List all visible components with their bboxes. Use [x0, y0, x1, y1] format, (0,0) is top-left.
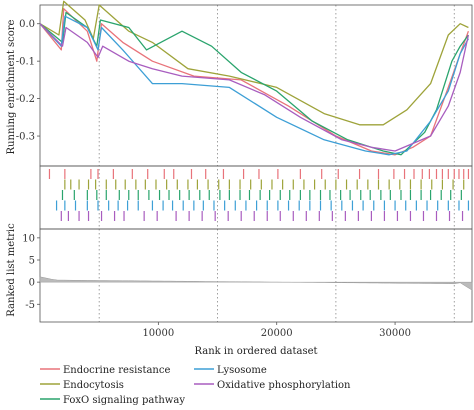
metric-panel-frame: [39, 228, 473, 323]
metric-ytick-label: -5: [25, 300, 35, 311]
series-line: [39, 23, 470, 152]
series-line: [39, 15, 469, 156]
hits-panel-frame: [39, 165, 473, 230]
vertical-grid: [98, 5, 455, 322]
metric-ytick-label: 0: [29, 278, 35, 289]
enrichment-panel-frame: [39, 4, 473, 167]
series-line: [39, 11, 469, 156]
metric-ytick-label: 10: [22, 233, 35, 244]
metric-area: [39, 276, 473, 291]
hit-ticks: [48, 169, 470, 221]
ranked-metric-area: [39, 276, 473, 291]
legend-label: FoxO signaling pathway: [63, 395, 185, 406]
enrichment-ylabel: Running enrichment score: [6, 19, 17, 154]
legend-label: Oxidative phosphorylation: [217, 380, 351, 391]
enrichment-ytick-label: -0.1: [16, 57, 35, 68]
xtick-label: 30000: [379, 328, 411, 339]
enrichment-ytick-label: 0.0: [19, 19, 35, 30]
xaxis-label: Rank in ordered dataset: [194, 346, 317, 357]
enrichment-lines: [39, 0, 470, 156]
enrichment-ytick-label: -0.2: [16, 94, 35, 105]
legend-label: Endocrine resistance: [63, 365, 170, 376]
enrichment-ytick-label: -0.3: [16, 132, 35, 143]
metric-ylabel: Ranked list metric: [6, 223, 17, 317]
xtick-label: 20000: [261, 328, 293, 339]
legend-label: Endocytosis: [63, 380, 124, 391]
legend: Endocrine resistance Endocytosis FoxO sign…: [40, 365, 351, 406]
metric-ytick-label: 5: [29, 256, 35, 267]
xtick-label: 10000: [142, 328, 174, 339]
legend-label: Lysosome: [217, 365, 267, 376]
axis-ticks: 0.0 -0.1 -0.2 -0.3 10 5 0 -5 10000 20000 30000: [16, 19, 411, 339]
series-line: [39, 0, 469, 126]
